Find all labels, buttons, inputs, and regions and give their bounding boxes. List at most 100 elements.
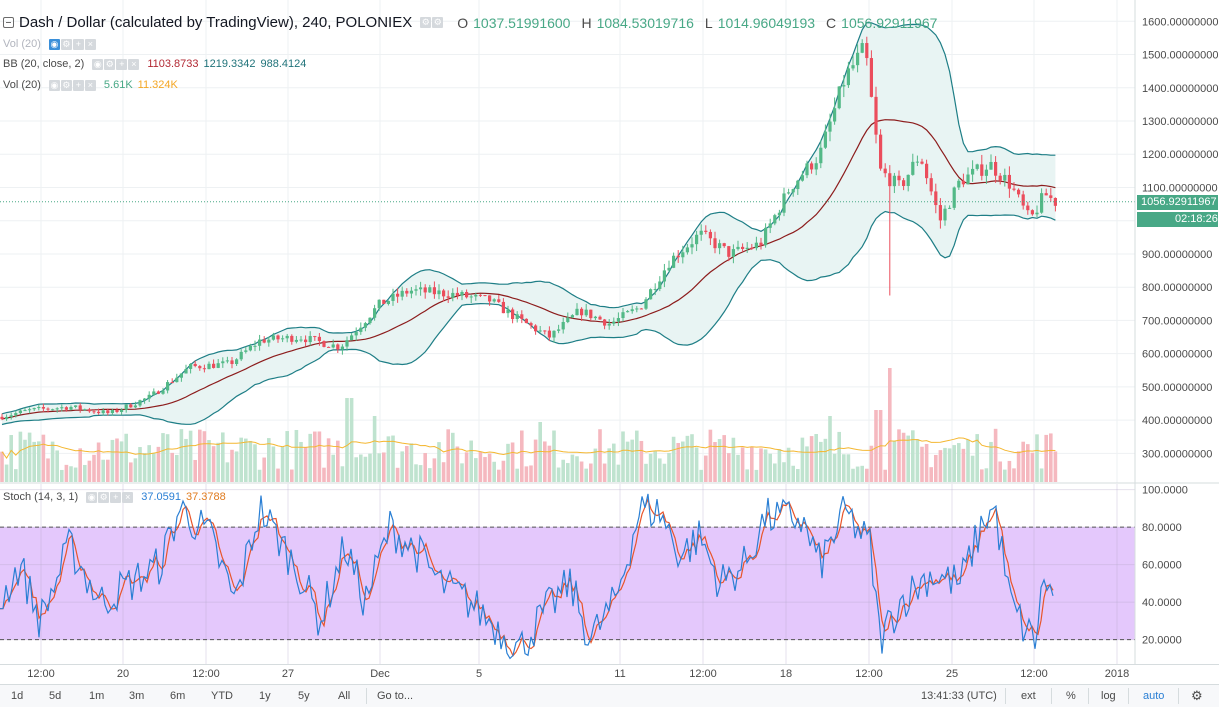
close-icon[interactable]: × bbox=[122, 491, 134, 503]
time-axis[interactable]: 12:00 20 12:00 27 Dec 5 11 12:00 18 12:0… bbox=[0, 664, 1219, 684]
close-icon[interactable]: × bbox=[128, 58, 140, 70]
candle-body bbox=[814, 163, 818, 170]
add-icon[interactable]: + bbox=[116, 58, 128, 70]
volume-bar bbox=[934, 454, 938, 482]
candle-body bbox=[865, 43, 869, 59]
candle-body bbox=[294, 339, 298, 342]
symbol-title[interactable]: Dash / Dollar (calculated by TradingView… bbox=[19, 14, 413, 31]
candle-body bbox=[285, 335, 289, 339]
volume-bar bbox=[294, 429, 299, 482]
range-3m-button[interactable]: 3m bbox=[129, 690, 145, 702]
range-1y-button[interactable]: 1y bbox=[259, 690, 271, 702]
settings-icon[interactable]: ⚙ bbox=[60, 79, 72, 91]
volume-bar bbox=[188, 430, 193, 482]
candle-body bbox=[529, 323, 533, 326]
price-tick-label: 1500.00000000 bbox=[1142, 50, 1218, 62]
volume-bar bbox=[869, 445, 874, 482]
volume-bar bbox=[492, 461, 496, 482]
candle-body bbox=[557, 329, 561, 331]
candle-body bbox=[1030, 210, 1034, 215]
price-axis[interactable]: 1600.00000000 1500.00000000 1400.00000000 1… bbox=[1142, 16, 1218, 460]
volume-bar bbox=[446, 429, 450, 482]
more-icon[interactable]: ⚙ bbox=[432, 17, 444, 28]
settings-icon[interactable]: ⚙ bbox=[98, 491, 110, 503]
range-ytd-button[interactable]: YTD bbox=[211, 690, 233, 702]
volume-bar bbox=[280, 446, 285, 482]
volume-bar bbox=[708, 429, 713, 482]
volume-bar bbox=[119, 441, 124, 482]
volume-bar bbox=[1044, 434, 1048, 482]
gear-icon[interactable]: ⚙ bbox=[1191, 688, 1203, 703]
volume-bar bbox=[1053, 451, 1058, 482]
close-icon[interactable]: × bbox=[84, 38, 96, 50]
settings-icon[interactable]: ⚙ bbox=[104, 58, 116, 70]
volume-bar bbox=[262, 457, 266, 482]
range-6m-button[interactable]: 6m bbox=[170, 690, 186, 702]
volume-bar bbox=[575, 456, 579, 482]
eye-icon[interactable]: ◉ bbox=[48, 79, 60, 91]
stochastic-pane[interactable]: 100.0000 80.0000 60.0000 40.0000 20.0000 bbox=[0, 484, 1219, 664]
bb-title[interactable]: BB (20, close, 2) bbox=[3, 58, 85, 70]
volume-bar bbox=[993, 428, 998, 482]
volume-bar bbox=[635, 430, 639, 482]
candle-body bbox=[681, 252, 685, 258]
time-tick: 27 bbox=[281, 668, 295, 680]
candle-body bbox=[363, 323, 367, 328]
eye-icon[interactable]: ◉ bbox=[48, 38, 60, 50]
candle-body bbox=[888, 173, 892, 187]
stoch-axis[interactable]: 100.0000 80.0000 60.0000 40.0000 20.0000 bbox=[1142, 485, 1188, 647]
volume-bar bbox=[1035, 434, 1039, 482]
volume-bar bbox=[520, 430, 524, 482]
volume-bar bbox=[460, 463, 464, 482]
goto-button[interactable]: Go to... bbox=[377, 690, 414, 702]
volume-bar bbox=[478, 451, 483, 482]
candle-body bbox=[317, 336, 321, 342]
settings-icon[interactable]: ⚙ bbox=[60, 38, 72, 50]
candle-body bbox=[23, 410, 27, 412]
utc-clock[interactable]: 13:41:33 (UTC) bbox=[921, 690, 997, 702]
candle-body bbox=[391, 293, 395, 301]
collapse-icon[interactable] bbox=[3, 17, 14, 28]
volume-bar bbox=[938, 450, 943, 482]
percent-toggle[interactable]: % bbox=[1066, 690, 1076, 702]
volume-bar bbox=[524, 466, 529, 482]
range-5d-button[interactable]: 5d bbox=[49, 690, 62, 702]
volume-bar bbox=[1021, 441, 1025, 482]
volume-bar bbox=[768, 453, 772, 482]
volume-bar bbox=[207, 440, 211, 482]
candle-body bbox=[805, 163, 809, 176]
add-icon[interactable]: + bbox=[72, 38, 84, 50]
ext-toggle[interactable]: ext bbox=[1021, 690, 1036, 702]
candle-body bbox=[184, 368, 188, 374]
range-1m-button[interactable]: 1m bbox=[89, 690, 105, 702]
add-icon[interactable]: + bbox=[110, 491, 122, 503]
range-1d-button[interactable]: 1d bbox=[11, 690, 24, 702]
volume-bar bbox=[989, 441, 993, 482]
price-pane[interactable]: 1600.00000000 1500.00000000 1400.00000000 1… bbox=[0, 0, 1219, 484]
stoch-title[interactable]: Stoch (14, 3, 1) bbox=[3, 491, 79, 503]
volume-bar bbox=[552, 430, 556, 482]
settings-icon[interactable]: ⚙ bbox=[420, 17, 432, 28]
time-tick: 25 bbox=[945, 668, 959, 680]
candle-body bbox=[373, 308, 377, 318]
close-icon[interactable]: × bbox=[84, 79, 96, 91]
vol-title[interactable]: Vol (20) bbox=[3, 79, 41, 91]
bollinger-lower-band bbox=[1, 210, 1056, 426]
log-toggle[interactable]: log bbox=[1101, 690, 1116, 702]
eye-icon[interactable]: ◉ bbox=[92, 58, 104, 70]
eye-icon[interactable]: ◉ bbox=[86, 491, 98, 503]
volume-bar bbox=[547, 445, 552, 482]
volume-bar bbox=[653, 451, 657, 482]
range-5y-button[interactable]: 5y bbox=[298, 690, 310, 702]
add-icon[interactable]: + bbox=[72, 79, 84, 91]
volume-bar bbox=[147, 445, 151, 482]
candle-body bbox=[764, 227, 768, 246]
time-tick: 2018 bbox=[1104, 668, 1130, 680]
vol-hidden-title[interactable]: Vol (20) bbox=[3, 38, 41, 50]
volume-bar bbox=[423, 453, 427, 482]
auto-toggle[interactable]: auto bbox=[1143, 690, 1165, 702]
range-all-button[interactable]: All bbox=[338, 690, 351, 702]
vol-ma-value: 11.324K bbox=[137, 79, 178, 91]
candle-body bbox=[957, 180, 961, 188]
price-tick-label: 1600.00000000 bbox=[1142, 16, 1218, 28]
